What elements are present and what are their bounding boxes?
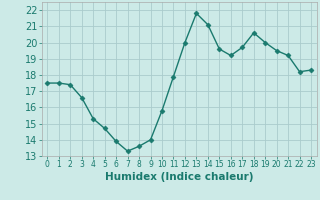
X-axis label: Humidex (Indice chaleur): Humidex (Indice chaleur) bbox=[105, 172, 253, 182]
